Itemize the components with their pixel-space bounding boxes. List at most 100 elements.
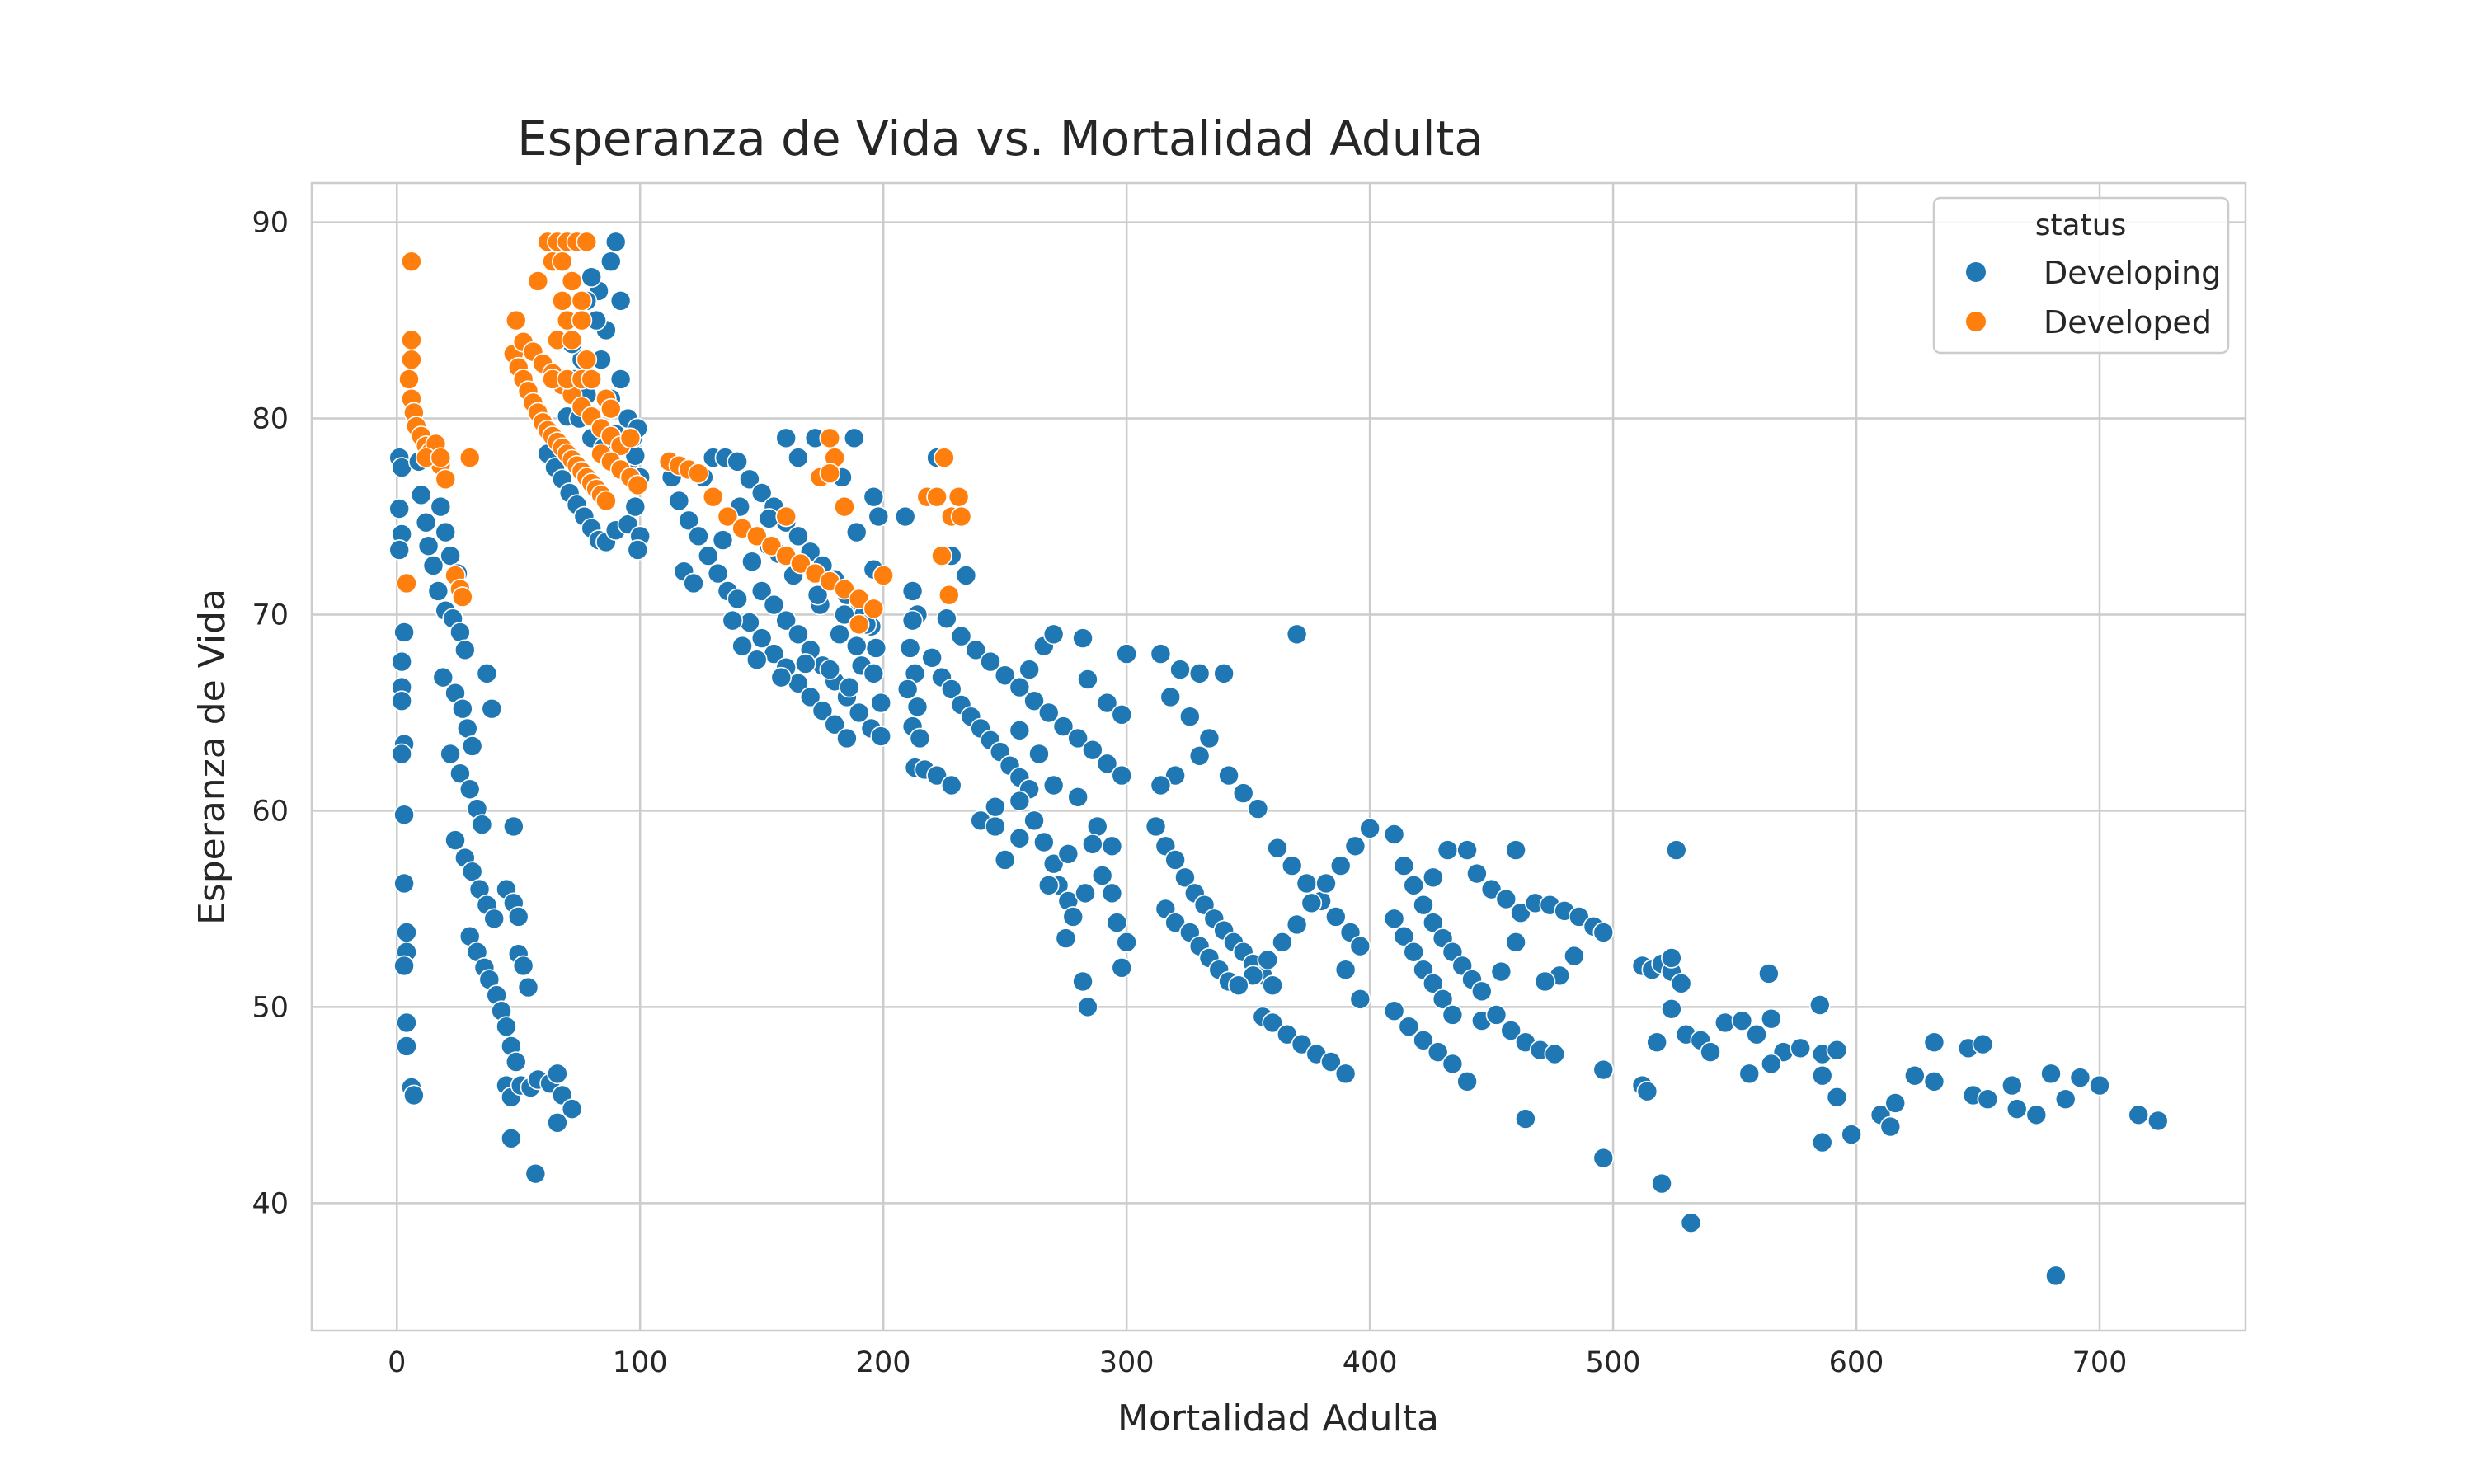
data-point-developing [459,778,481,801]
legend: status Developing Developed [1932,196,2230,355]
data-point-developing [1077,996,1098,1018]
data-point-developing [1879,1115,1902,1138]
legend-label-developing: Developing [2044,255,2221,291]
data-point-developing [763,594,785,616]
data-point-developing [2147,1110,2169,1132]
data-point-developing [396,922,417,943]
data-point-developing [731,635,753,657]
data-point-developing [697,545,719,566]
data-point-developed [950,505,972,528]
data-point-developing [396,1012,417,1034]
data-point-developing [896,679,919,700]
data-point-developing [1296,872,1318,895]
data-point-developed [527,270,549,292]
data-point-developing [1480,878,1503,900]
data-point-developing [427,580,449,602]
data-point-developing [1413,1030,1434,1051]
data-point-developed [848,588,870,610]
data-point-developing [1291,1033,1313,1055]
data-point-developing [1023,690,1045,711]
data-point-developed [435,468,457,491]
data-point-developed [576,231,598,253]
data-point-developed [401,329,422,351]
data-point-developing [1738,1063,1761,1085]
data-point-developing [547,1111,568,1134]
data-point-developing [1495,888,1517,910]
data-point-developing [1329,855,1352,876]
data-point-developing [1972,1033,1994,1055]
data-point-developing [1665,839,1687,861]
x-tick-label: 0 [388,1346,406,1379]
data-point-developing [1082,834,1103,855]
data-point-developing [1746,1023,1767,1045]
data-point-developing [1075,882,1096,904]
data-point-developing [688,525,709,547]
data-point-developed [398,369,420,390]
data-point-developing [393,955,415,977]
legend-label-developed: Developed [2044,304,2212,340]
data-point-developing [1009,720,1031,741]
data-point-developing [775,427,797,449]
data-point-developing [1470,980,1493,1003]
data-point-developed [552,289,573,312]
data-point-developing [843,427,865,449]
data-point-developing [1072,627,1094,649]
grid-lines [312,183,2246,1331]
data-point-developing [1042,852,1065,875]
data-point-developing [440,743,461,765]
data-point-developed [931,545,952,566]
data-point-developing [430,495,452,518]
data-point-developing [870,726,892,747]
data-point-developing [403,1084,425,1106]
data-point-developed [745,525,768,547]
data-point-developed [872,565,894,586]
data-point-developing [1442,1053,1464,1075]
data-point-developing [750,580,773,602]
data-point-developing [1188,663,1211,684]
data-point-developing [1228,974,1249,997]
data-point-developing [1349,989,1371,1010]
data-point-developing [985,796,1006,818]
data-point-developing [845,635,868,657]
data-point-developing [1091,865,1113,886]
data-point-developing [1037,702,1060,724]
data-point-developing [1116,643,1137,665]
data-point-developing [2025,1104,2048,1126]
data-point-developed [459,447,481,468]
data-point-developing [848,702,870,724]
data-point-developing [1188,745,1211,767]
data-point-developing [936,608,957,630]
data-point-developed [863,598,885,620]
data-point-developing [2054,1088,2077,1111]
data-point-developing [391,690,412,711]
data-point-developing [1423,912,1444,933]
data-point-developing [432,666,454,688]
y-tick-label: 60 [252,795,289,828]
data-point-developing [505,1051,527,1073]
data-point-developed [430,447,452,468]
data-point-developing [396,1036,417,1057]
data-point-developing [1169,659,1191,680]
data-point-developing [581,266,603,289]
data-point-developing [1505,932,1526,953]
data-point-developing [1592,922,1615,943]
data-point-developing [1009,676,1031,698]
y-tick-label: 50 [252,991,289,1024]
data-point-developing [940,774,962,796]
data-point-developing [906,696,929,718]
data-point-developing [1811,1064,1833,1087]
data-point-developed [401,251,422,272]
data-point-developing [1018,659,1040,680]
data-point-developing [1344,835,1366,857]
data-point-developing [454,639,476,661]
data-point-developed [760,535,783,557]
data-point-developing [1062,906,1084,928]
data-point-developing [901,580,924,602]
data-point-developing [1179,706,1201,728]
data-point-developing [1383,1000,1405,1021]
data-point-developed [552,251,573,272]
data-point-developing [388,498,410,519]
data-point-developing [1106,912,1128,933]
data-point-developing [1096,753,1118,775]
data-point-developing [1466,862,1488,885]
